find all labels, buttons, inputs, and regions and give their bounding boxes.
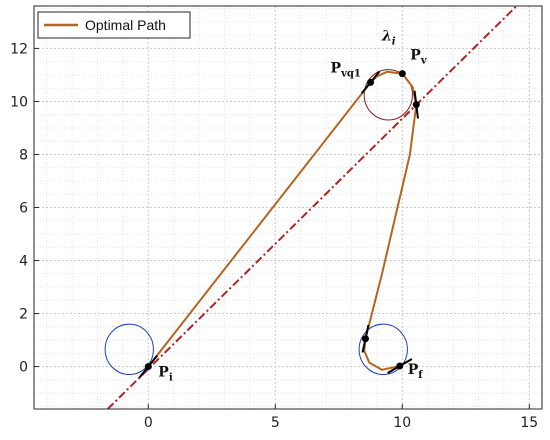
plot-frame [33,5,543,410]
x-tick-label: 10 [393,415,411,431]
y-tick-label: 6 [19,201,28,217]
y-tick-label: 4 [19,254,28,270]
lambda-label-subscript: i [392,36,396,47]
turning-circle [104,323,154,376]
x-tick-label: 0 [144,415,153,431]
y-tick-label: 10 [10,94,28,110]
legend: Optimal Path [37,11,191,39]
point-label-subscript: v [420,56,428,67]
y-tick-label: 12 [10,41,28,57]
legend-label: Optimal Path [85,17,166,33]
path-point [412,101,420,109]
path-point [367,78,375,86]
point-label-subscript: i [169,373,173,384]
path-point [361,335,369,343]
path-point [144,363,152,371]
optimal-path-line [147,70,418,371]
path-point [396,362,404,370]
turning-circle [358,323,408,376]
y-tick-label: 2 [19,307,28,323]
y-tick-label: 0 [19,360,28,376]
y-tick-label: 8 [19,147,28,163]
turning-circles [104,69,413,376]
x-tick-label: 15 [520,415,538,431]
point-label-subscript: f [418,370,423,381]
turning-circle [363,69,413,121]
tick-labels: 0 5 10 15 0 2 4 6 8 10 12 [10,41,538,431]
point-label-subscript: vq1 [340,68,361,79]
path-points [138,70,420,379]
x-tick-label: 5 [271,415,280,431]
data-series [106,5,518,410]
path-point [398,70,406,78]
